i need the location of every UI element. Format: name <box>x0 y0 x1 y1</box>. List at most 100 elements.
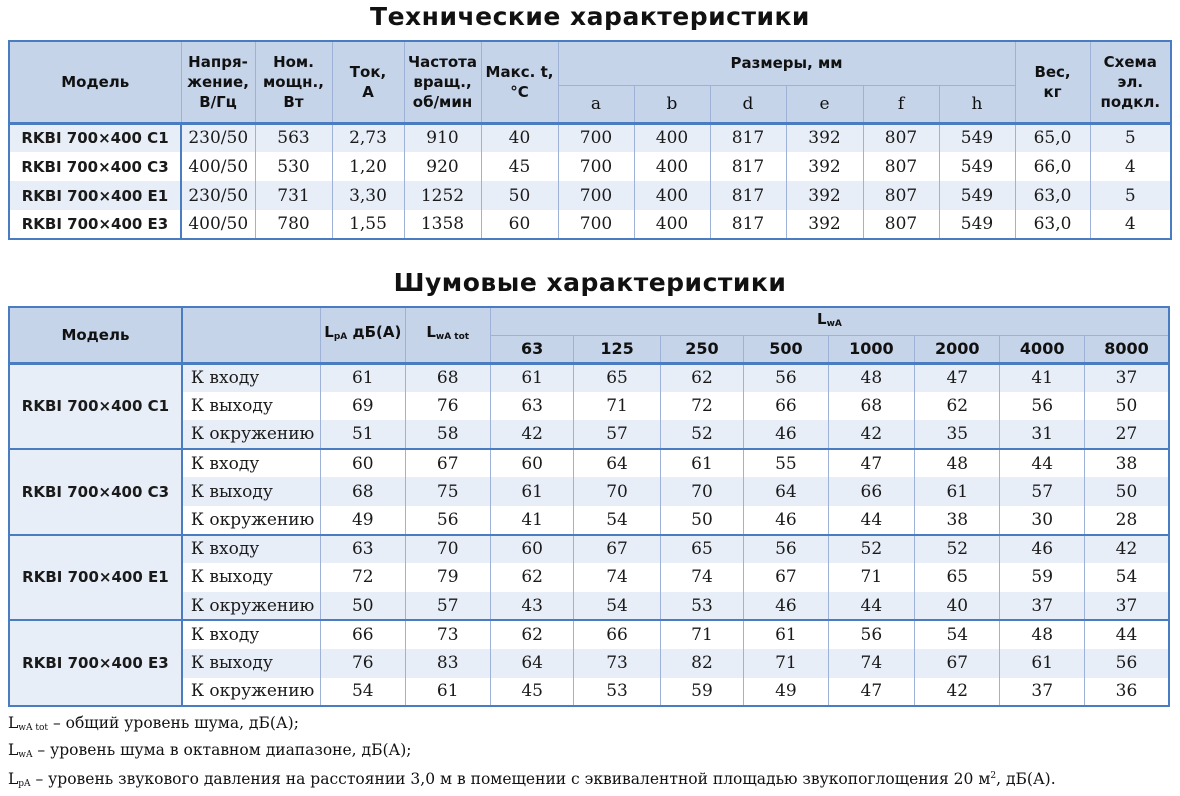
noise-cell: 46 <box>999 533 1085 564</box>
tech-cell: 45 <box>481 152 559 181</box>
footnote-text: – уровень шума в октавном диапазоне, дБ(… <box>32 740 412 759</box>
tech-col-voltage: Напря-жение, В/Гц <box>181 41 256 124</box>
tech-col-dim-h: h <box>939 85 1016 124</box>
tech-cell: 4 <box>1090 152 1172 181</box>
noise-cell: 61 <box>743 619 829 649</box>
noise-cell: 38 <box>1084 447 1170 478</box>
noise-cell: 56 <box>743 533 829 564</box>
noise-cell: 70 <box>405 533 491 564</box>
noise-cell: 64 <box>490 648 575 678</box>
tech-cell-model: RKBI 700×400 E1 <box>9 181 182 210</box>
noise-cell-direction: К выходу <box>181 563 322 592</box>
noise-cell: 61 <box>660 447 745 478</box>
noise-cell: 50 <box>1084 477 1170 506</box>
tech-col-weight-line: Вес, <box>1034 62 1071 81</box>
noise-cell: 71 <box>660 619 745 649</box>
noise-cell-direction: К входу <box>181 361 322 392</box>
tech-row: RKBI 700×400 C1 230/50 563 2,73 910 40 700 400 8… <box>9 121 1172 152</box>
noise-cell: 30 <box>999 505 1085 535</box>
noise-row: К выходу 68 75 61 70 70 64 66 61 57 50 <box>9 477 1170 506</box>
noise-row: RKBI 700×400 E1 К входу 63 70 60 67 65 56 52 52 46… <box>9 533 1170 621</box>
noise-cell: 56 <box>405 505 491 535</box>
noise-cell: 74 <box>660 563 745 592</box>
noise-cell-direction: К входу <box>181 447 322 478</box>
noise-cell: 56 <box>743 361 829 392</box>
tech-cell: 392 <box>786 121 864 152</box>
noise-cell: 27 <box>1084 420 1170 449</box>
tech-cell: 230/50 <box>181 121 256 152</box>
noise-cell: 61 <box>490 477 575 506</box>
tech-col-weight: Вес, кг <box>1015 41 1091 124</box>
tech-col-dim-a: a <box>558 85 635 124</box>
noise-col-freq-4000: 4000 <box>999 335 1085 364</box>
tech-cell: 549 <box>939 152 1016 181</box>
noise-cell-direction: К окружению <box>181 591 322 621</box>
noise-lwatot-label-main: L <box>426 323 436 342</box>
footnote-text: – уровень звукового давления на расстоян… <box>30 770 991 789</box>
tech-col-voltage-line: В/Гц <box>199 92 237 111</box>
footnote-symbol: L <box>8 770 19 789</box>
tech-header-row: Модель Напря-жение, В/Гц Ном. мощн., Вт Ток, А Ч… <box>9 41 1172 124</box>
tech-cell-model: RKBI 700×400 C1 <box>9 121 182 152</box>
tech-cell: 817 <box>710 121 787 152</box>
tech-row: RKBI 700×400 E1 230/50 731 3,30 1252 50 700 400… <box>9 181 1172 210</box>
noise-cell: 62 <box>660 361 745 392</box>
noise-cell: 62 <box>914 391 1001 421</box>
tech-cell: 400 <box>634 210 711 239</box>
noise-cell: 70 <box>660 477 745 506</box>
noise-cell: 60 <box>320 447 406 478</box>
noise-cell: 49 <box>320 505 406 535</box>
tech-cell: 63,0 <box>1015 210 1091 239</box>
footnote-sup: 2 <box>990 771 997 781</box>
tech-cell: 910 <box>404 121 482 152</box>
tech-cell: 807 <box>863 181 940 210</box>
noise-cell: 44 <box>1084 619 1170 649</box>
noise-cell: 60 <box>490 447 575 478</box>
noise-cell: 57 <box>999 477 1085 506</box>
noise-cell: 37 <box>999 591 1085 621</box>
tech-cell: 549 <box>939 210 1016 239</box>
footnote-line: LpA – уровень звукового давления на расс… <box>8 766 1056 796</box>
tech-cell: 700 <box>558 121 635 152</box>
noise-lpa-label-sub: pA <box>333 332 348 343</box>
tech-col-speed-line: вращ., <box>413 72 472 91</box>
tech-col-dim-d: d <box>710 85 787 124</box>
noise-cell: 52 <box>828 533 916 564</box>
noise-lwa-label-main: L <box>817 309 827 328</box>
noise-cell: 71 <box>743 648 829 678</box>
noise-col-lpa: LpA дБ(А) <box>320 307 406 364</box>
tech-col-speed-line: об/мин <box>412 92 473 111</box>
noise-cell: 47 <box>914 361 1001 392</box>
noise-cell: 82 <box>660 648 745 678</box>
noise-cell: 46 <box>743 420 829 449</box>
noise-row: К окружению 51 58 42 57 52 46 42 35 31 27 <box>9 420 1170 449</box>
tech-col-dim-b: b <box>634 85 711 124</box>
noise-cell: 47 <box>828 447 916 478</box>
noise-row: К выходу 76 83 64 73 82 71 74 67 61 56 <box>9 648 1170 678</box>
noise-cell: 41 <box>490 505 575 535</box>
noise-cell: 66 <box>828 477 916 506</box>
noise-col-freq-500: 500 <box>743 335 829 364</box>
noise-cell: 62 <box>490 619 575 649</box>
noise-cell: 50 <box>320 591 406 621</box>
noise-cell-direction: К входу <box>181 533 322 564</box>
noise-cell: 74 <box>573 563 661 592</box>
tech-cell: 400/50 <box>181 152 256 181</box>
tech-cell: 230/50 <box>181 181 256 210</box>
noise-row: К выходу 69 76 63 71 72 66 68 62 56 50 <box>9 391 1170 421</box>
noise-cell: 37 <box>1084 361 1170 392</box>
tech-col-power-line: Ном. <box>273 52 314 71</box>
noise-cell-direction: К входу <box>181 619 322 649</box>
noise-cell: 73 <box>573 648 661 678</box>
noise-cell: 60 <box>490 533 575 564</box>
noise-cell: 49 <box>743 677 829 707</box>
noise-cell: 58 <box>405 420 491 449</box>
tech-cell: 1,20 <box>332 152 405 181</box>
tech-cell: 1,55 <box>332 210 405 239</box>
noise-cell: 56 <box>1084 648 1170 678</box>
tech-cell: 63,0 <box>1015 181 1091 210</box>
tech-col-dim-e: e <box>786 85 864 124</box>
tech-cell: 400 <box>634 121 711 152</box>
tech-col-maxt-line: °С <box>510 82 529 101</box>
